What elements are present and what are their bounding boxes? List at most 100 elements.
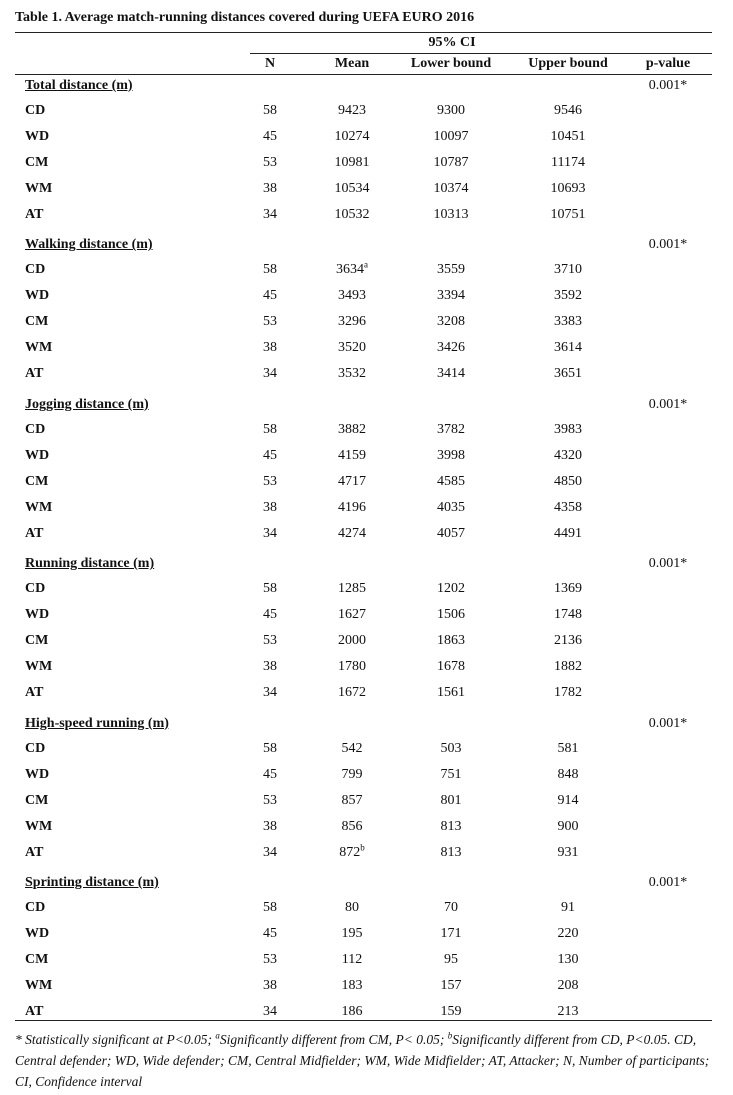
p-value: 0.001*: [648, 78, 688, 93]
p-value: 0.001*: [648, 237, 688, 253]
position: WD: [25, 447, 50, 463]
lower-cell: 157: [440, 978, 462, 993]
position: CD: [25, 262, 46, 278]
upper-cell: 130: [557, 952, 579, 967]
upper-cell: 3592: [554, 288, 582, 304]
footnote-text: b: [447, 1030, 453, 1041]
lower-cell: 10374: [433, 181, 469, 196]
position: CD: [25, 581, 46, 597]
position: AT: [25, 1004, 44, 1019]
lower-cell: 3559: [437, 262, 465, 278]
mean-cell: 3296: [338, 313, 366, 331]
n-cell: 58: [263, 740, 277, 756]
mean-value: 1672: [338, 685, 366, 701]
mean-cell: 112: [342, 951, 362, 969]
footnote-text: a: [215, 1030, 220, 1041]
mean-cell: 1780: [338, 658, 366, 676]
position: CD: [25, 900, 46, 915]
n-cell: 45: [263, 607, 277, 623]
rule: [250, 53, 712, 54]
mean-value: 2000: [338, 633, 366, 649]
rule: [15, 32, 712, 33]
column-header: Lower bound: [410, 56, 492, 71]
n-cell: 58: [263, 900, 277, 915]
mean-cell: 4159: [338, 447, 366, 465]
lower-cell: 70: [444, 900, 458, 915]
mean-cell: 4274: [338, 525, 366, 543]
mean-cell: 80: [345, 899, 359, 917]
position: CM: [25, 633, 49, 649]
upper-cell: 1369: [554, 581, 582, 597]
n-cell: 45: [263, 766, 277, 782]
lower-cell: 3426: [437, 340, 465, 356]
upper-cell: 4358: [554, 499, 582, 515]
n-cell: 34: [263, 844, 277, 860]
n-cell: 53: [263, 792, 277, 808]
p-value: 0.001*: [648, 715, 688, 731]
position: CM: [25, 952, 49, 967]
mean-cell: 872b: [339, 842, 365, 862]
mean-cell: 3882: [338, 421, 366, 439]
table-title: Table 1. Average match-running distances…: [15, 10, 475, 25]
mean-cell: 799: [342, 766, 363, 784]
n-cell: 34: [263, 685, 277, 701]
mean-value: 3634: [336, 262, 364, 278]
mean-cell: 183: [342, 977, 363, 995]
n-cell: 34: [263, 366, 277, 382]
lower-cell: 751: [440, 766, 462, 782]
lower-cell: 159: [440, 1004, 462, 1019]
mean-cell: 9423: [338, 102, 366, 120]
upper-cell: 10693: [550, 181, 586, 196]
mean-cell: 3532: [338, 365, 366, 383]
upper-cell: 3710: [554, 262, 582, 278]
upper-cell: 208: [557, 978, 579, 993]
mean-value: 3532: [338, 366, 366, 382]
mean-cell: 4196: [338, 499, 366, 517]
n-cell: 58: [263, 262, 277, 278]
mean-value: 10981: [334, 155, 370, 170]
n-cell: 34: [263, 1004, 277, 1019]
position: WD: [25, 288, 50, 304]
mean-cell: 1285: [338, 580, 366, 598]
lower-cell: 813: [440, 844, 462, 860]
upper-cell: 213: [557, 1004, 579, 1019]
n-cell: 38: [263, 340, 277, 356]
lower-cell: 171: [440, 926, 462, 941]
upper-cell: 4320: [554, 447, 582, 463]
n-cell: 34: [263, 525, 277, 541]
mean-value: 3493: [338, 288, 366, 304]
group-title: Total distance (m): [25, 78, 133, 93]
mean-value: 4274: [338, 525, 366, 541]
position: CD: [25, 103, 46, 118]
position: CM: [25, 155, 49, 170]
p-value: 0.001*: [648, 875, 688, 890]
mean-cell: 4717: [338, 473, 366, 491]
mean-value: 872: [339, 844, 361, 860]
footnote-text: Significantly different from CD, P<0.05.…: [15, 1032, 710, 1089]
mean-cell: 857: [342, 792, 363, 810]
lower-cell: 4585: [437, 473, 465, 489]
n-cell: 58: [263, 103, 277, 118]
lower-cell: 1863: [437, 633, 465, 649]
mean-value: 4196: [338, 499, 366, 515]
upper-cell: 220: [557, 926, 579, 941]
mean-cell: 1627: [338, 606, 366, 624]
footnote-text: Significantly different from CM, P< 0.05…: [219, 1032, 448, 1047]
mean-value: 799: [341, 766, 363, 782]
upper-cell: 9546: [554, 103, 582, 118]
lower-cell: 503: [440, 740, 462, 756]
lower-cell: 10097: [433, 129, 469, 144]
n-cell: 58: [263, 421, 277, 437]
lower-cell: 10787: [433, 155, 469, 170]
upper-cell: 1748: [554, 607, 582, 623]
position: WD: [25, 766, 50, 782]
mean-value: 80: [345, 900, 359, 915]
mean-cell: 10532: [335, 206, 370, 224]
mean-value: 3882: [338, 421, 366, 437]
n-cell: 38: [263, 978, 277, 993]
n-cell: 53: [263, 952, 277, 967]
upper-cell: 848: [557, 766, 579, 782]
mean-note: a: [364, 259, 368, 270]
p-value: 0.001*: [648, 556, 688, 572]
lower-cell: 10313: [433, 207, 469, 222]
